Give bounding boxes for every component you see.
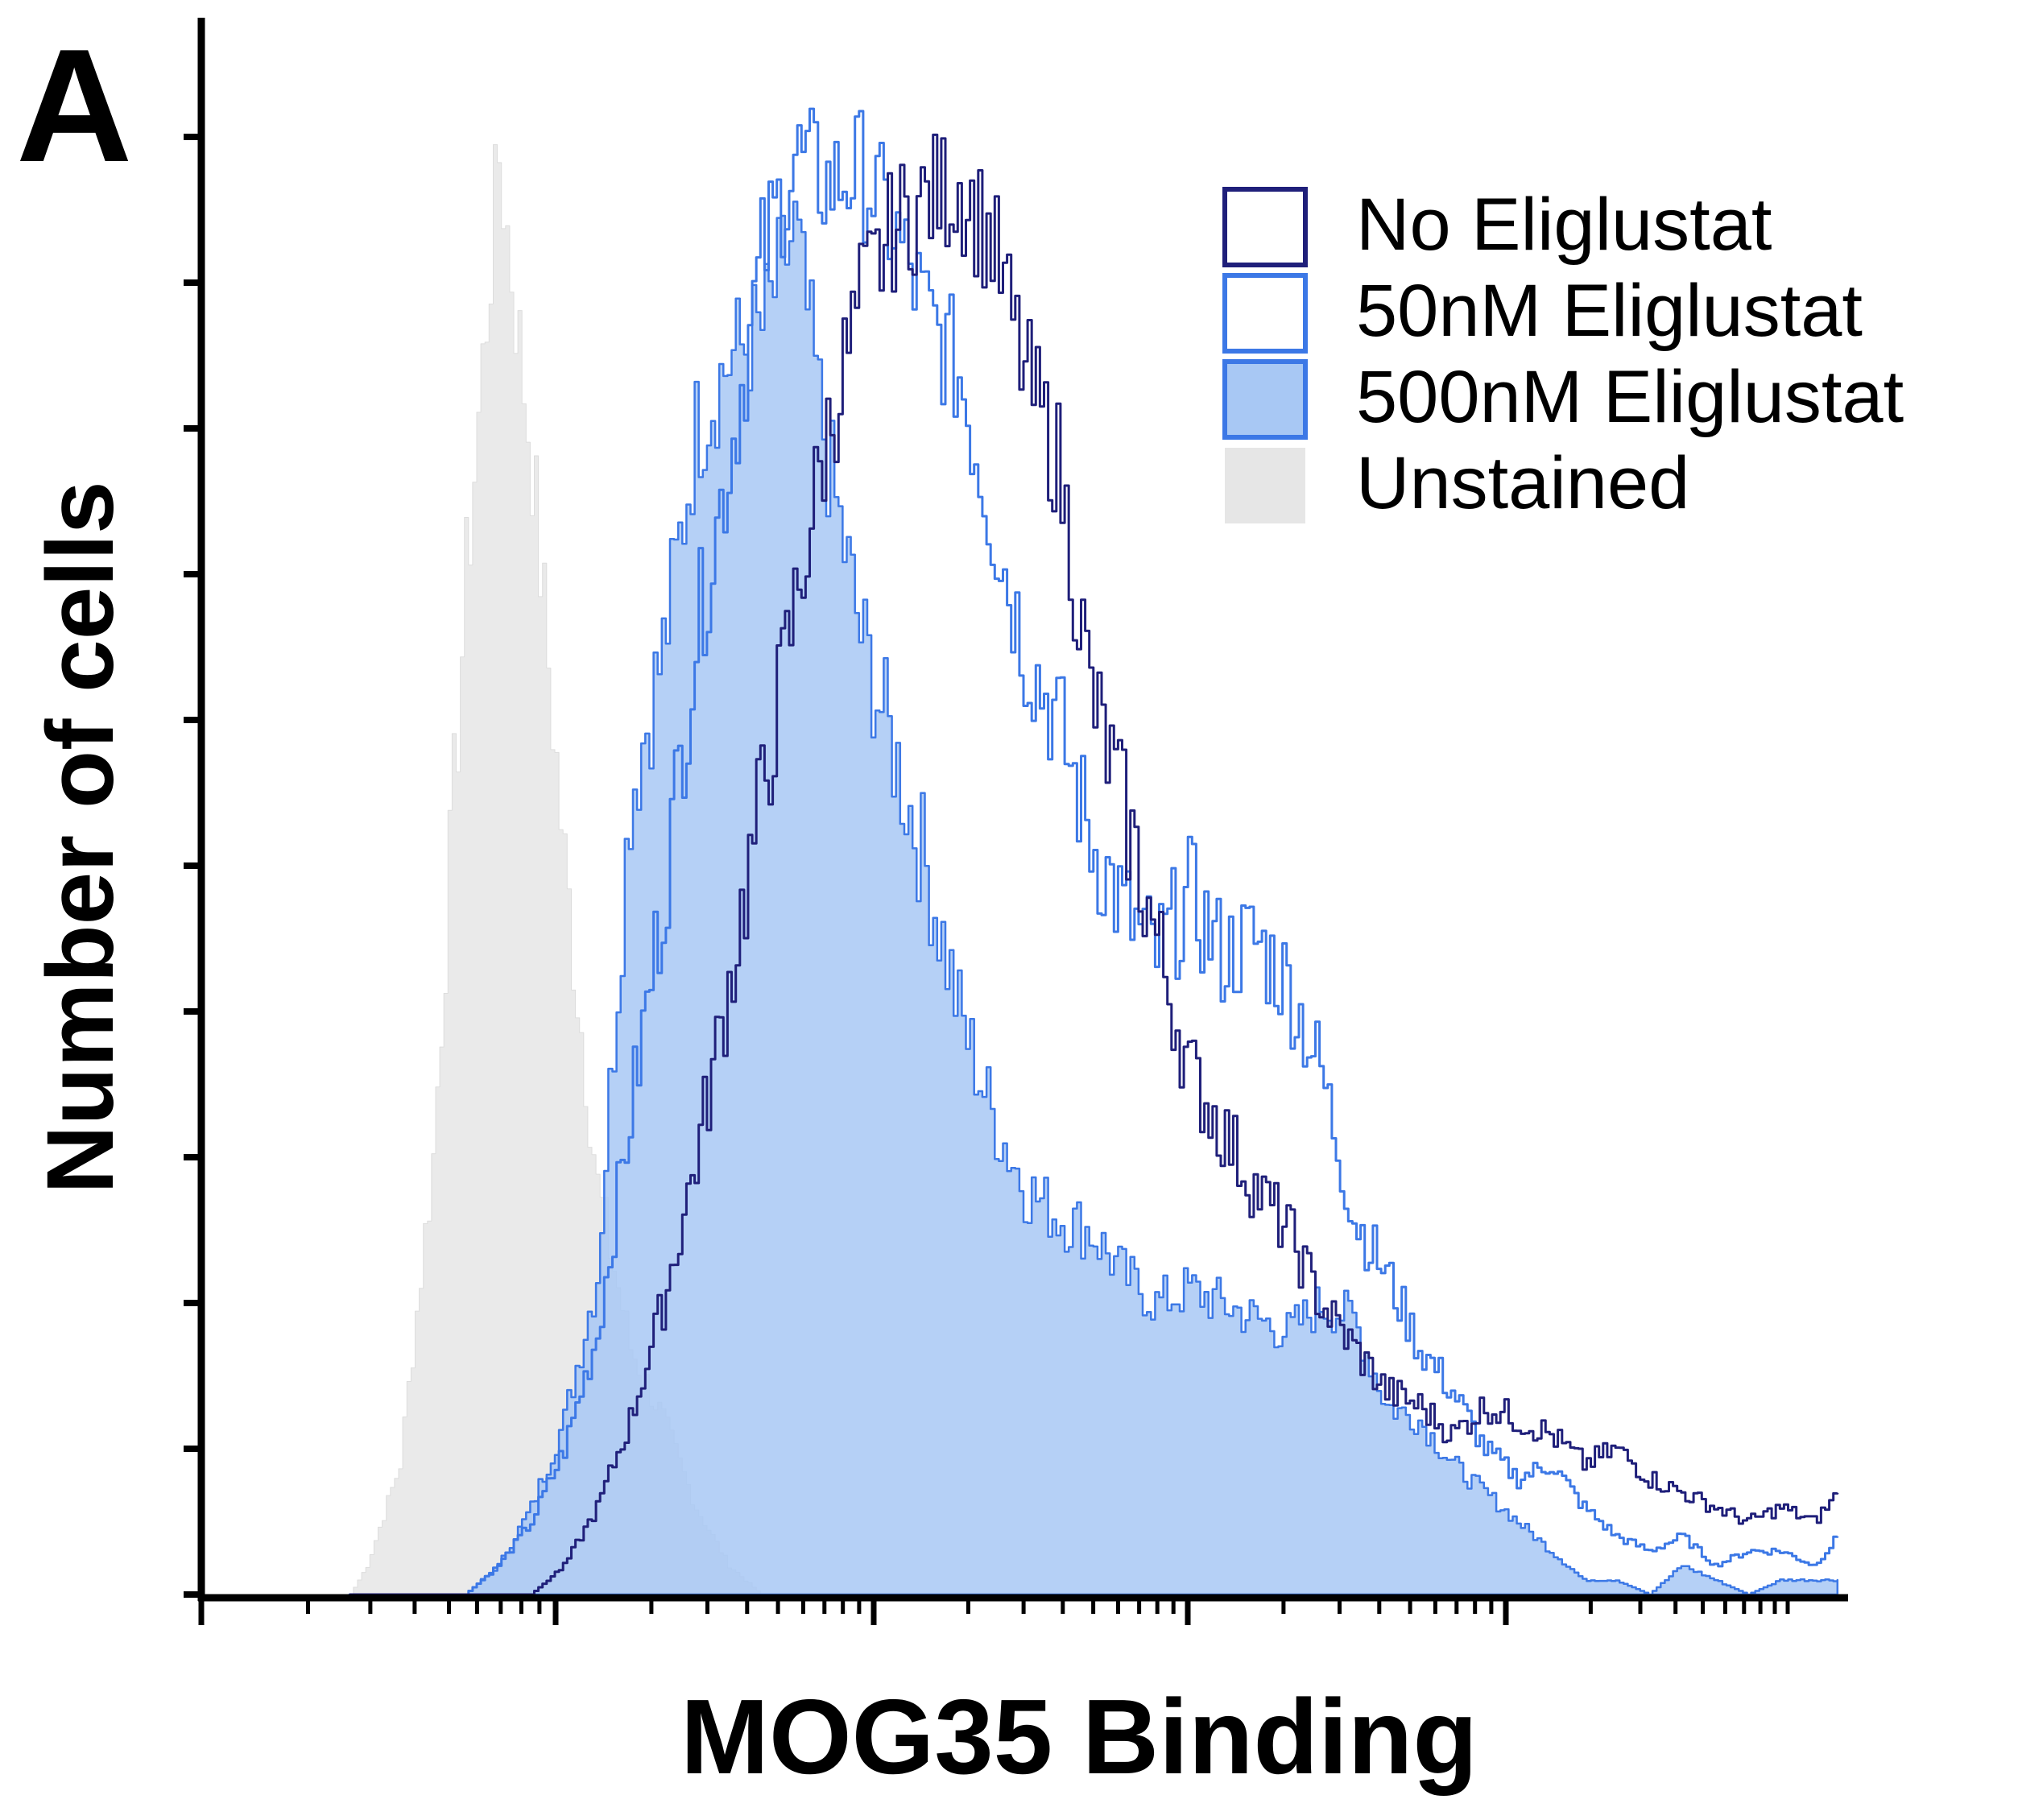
legend-label-500nm-eliglustat: 500nM Eliglustat bbox=[1356, 356, 1904, 438]
legend-swatch-unstained bbox=[1225, 448, 1305, 523]
legend-label-50nm-eliglustat: 50nM Eliglustat bbox=[1356, 270, 1863, 352]
series-50nm-eliglustat bbox=[349, 107, 1839, 1596]
x-ticks bbox=[198, 1598, 1790, 1625]
series-no-eliglustat bbox=[349, 133, 1839, 1596]
legend-swatch-no-eliglustat bbox=[1222, 187, 1308, 267]
series-layer bbox=[348, 107, 1839, 1596]
panel-label: A bbox=[16, 16, 132, 196]
axes bbox=[184, 18, 1848, 1625]
y-ticks bbox=[184, 134, 201, 1598]
legend-label-no-eliglustat: No Eliglustat bbox=[1356, 184, 1772, 266]
legend-label-unstained: Unstained bbox=[1356, 442, 1689, 524]
y-axis-title: Number of cells bbox=[27, 481, 134, 1193]
legend-swatch-500nm-eliglustat bbox=[1222, 359, 1308, 440]
x-axis-title: MOG35 Binding bbox=[680, 1677, 1478, 1796]
legend-swatch-50nm-eliglustat bbox=[1222, 273, 1308, 354]
series-500nm-eliglustat bbox=[348, 201, 1839, 1596]
